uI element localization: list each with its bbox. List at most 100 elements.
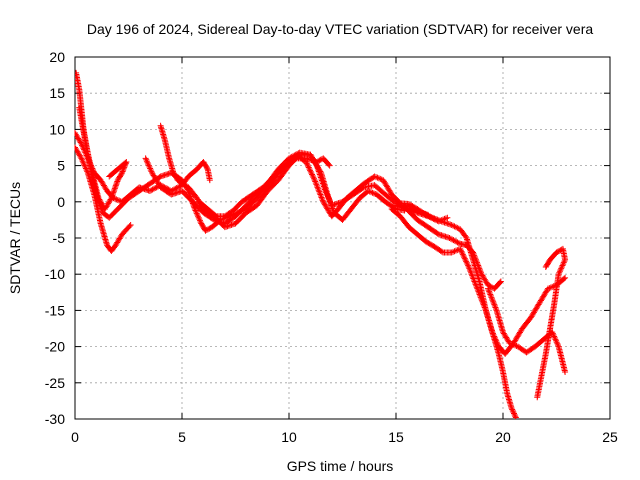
data-point-marker xyxy=(451,223,458,230)
data-point-marker xyxy=(181,182,188,189)
data-point-marker xyxy=(476,266,483,273)
data-point-marker xyxy=(309,172,316,179)
data-point-marker xyxy=(468,269,475,276)
data-point-marker xyxy=(497,278,504,285)
data-point-marker xyxy=(474,261,481,268)
data-point-marker xyxy=(144,159,151,166)
data-point-marker xyxy=(303,160,310,167)
data-point-marker xyxy=(319,195,326,202)
data-point-marker xyxy=(544,285,551,292)
data-point-marker xyxy=(473,282,480,289)
data-point-marker xyxy=(444,214,451,221)
data-point-marker xyxy=(431,216,438,223)
data-point-marker xyxy=(119,169,126,176)
data-point-marker xyxy=(325,161,332,168)
x-tick-label: 15 xyxy=(388,429,404,445)
data-point-marker xyxy=(508,405,515,412)
data-point-marker xyxy=(143,156,150,163)
data-point-marker xyxy=(471,278,478,285)
data-point-marker xyxy=(438,217,445,224)
x-axis-label: GPS time / hours xyxy=(287,458,394,474)
data-point-marker xyxy=(485,287,492,294)
data-point-marker xyxy=(425,213,432,220)
data-point-marker xyxy=(460,252,467,259)
y-tick-label: 10 xyxy=(49,121,65,137)
data-point-marker xyxy=(556,248,563,255)
data-point-marker xyxy=(148,168,155,175)
data-point-marker xyxy=(371,173,378,180)
data-point-marker xyxy=(369,189,376,196)
data-point-marker xyxy=(150,185,157,192)
data-point-marker xyxy=(308,170,315,177)
data-point-marker xyxy=(485,285,492,292)
data-point-marker xyxy=(486,290,493,297)
data-point-marker xyxy=(475,262,482,269)
data-point-marker xyxy=(434,230,441,237)
data-point-marker xyxy=(551,333,558,340)
data-point-marker xyxy=(145,161,152,168)
data-point-marker xyxy=(326,162,333,169)
data-point-marker xyxy=(106,173,113,180)
data-point-marker xyxy=(319,197,326,204)
data-point-marker xyxy=(455,240,462,247)
data-point-marker xyxy=(478,297,485,304)
data-point-marker xyxy=(107,172,114,179)
data-point-marker xyxy=(148,187,155,194)
data-point-marker xyxy=(368,189,375,196)
data-point-marker xyxy=(77,154,84,161)
data-point-marker xyxy=(156,174,163,181)
y-tick-label: 5 xyxy=(57,158,65,174)
data-point-marker xyxy=(120,167,127,174)
data-point-marker xyxy=(471,252,478,259)
data-point-marker xyxy=(205,226,212,233)
data-point-marker xyxy=(107,196,114,203)
data-point-marker xyxy=(114,196,121,203)
data-point-marker xyxy=(452,224,459,231)
data-point-marker xyxy=(507,340,514,347)
data-point-marker xyxy=(182,182,189,189)
data-point-marker xyxy=(310,174,317,181)
data-point-marker xyxy=(450,222,457,229)
data-point-marker xyxy=(80,161,87,168)
y-tick-label: 20 xyxy=(49,49,65,65)
data-point-marker xyxy=(127,221,134,228)
data-point-marker xyxy=(441,215,448,222)
x-tick-label: 25 xyxy=(602,429,618,445)
data-point-marker xyxy=(511,411,518,418)
data-point-marker xyxy=(317,168,324,175)
data-point-marker xyxy=(309,171,316,178)
data-point-marker xyxy=(488,294,495,301)
data-point-marker xyxy=(206,225,213,232)
data-point-marker xyxy=(450,237,457,244)
data-point-marker xyxy=(490,298,497,305)
data-point-marker xyxy=(311,175,318,182)
data-point-marker xyxy=(304,161,311,168)
data-point-marker xyxy=(366,188,373,195)
data-point-marker xyxy=(370,190,377,197)
data-point-marker xyxy=(476,265,483,272)
data-point-marker xyxy=(509,407,516,414)
data-point-marker xyxy=(316,157,323,164)
data-point-marker xyxy=(442,215,449,222)
data-point-marker xyxy=(143,158,150,165)
data-point-marker xyxy=(472,256,479,263)
data-point-marker xyxy=(491,303,498,310)
y-tick-label: -10 xyxy=(45,266,65,282)
data-points xyxy=(74,69,569,419)
data-point-marker xyxy=(78,155,85,162)
x-tick-label: 20 xyxy=(495,429,511,445)
data-point-marker xyxy=(451,237,458,244)
data-point-marker xyxy=(459,251,466,258)
data-point-marker xyxy=(305,163,312,170)
data-point-marker xyxy=(472,279,479,286)
data-point-marker xyxy=(459,250,466,257)
data-point-marker xyxy=(480,300,487,307)
data-point-marker xyxy=(473,258,480,265)
data-point-marker xyxy=(458,248,465,255)
data-point-marker xyxy=(317,193,324,200)
data-point-marker xyxy=(560,259,567,266)
data-point-marker xyxy=(469,272,476,279)
data-point-marker xyxy=(510,341,517,348)
data-point-marker xyxy=(509,406,516,413)
data-point-marker xyxy=(454,224,461,231)
